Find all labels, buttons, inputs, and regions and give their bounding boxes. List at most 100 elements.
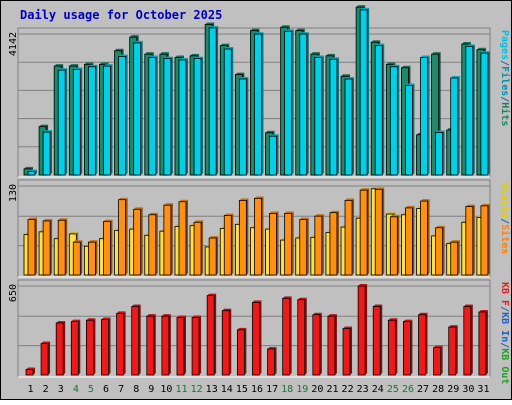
bar-visits-sites-sites-12-top	[194, 220, 204, 223]
bar-kbf-kbin-kbout-kb-f-18	[282, 296, 292, 376]
bar-pages-files-hits-files-12	[193, 56, 204, 176]
bar-kbf-kbin-kbout-kb-f-12-face	[191, 317, 200, 376]
bar-kbf-kbin-kbout-kb-f-30-side	[470, 304, 473, 375]
bar-pages-files-hits-files-26-face	[405, 85, 413, 176]
bar-pages-files-hits-files-8-top	[133, 40, 143, 43]
bar-pages-files-hits-files-3-side	[65, 68, 68, 175]
bar-visits-sites-sites-21-face	[329, 212, 338, 276]
bar-pages-files-hits-files-10-side	[170, 56, 173, 175]
bar-pages-files-hits-files-28-side	[442, 130, 445, 175]
bar-visits-sites-sites-16	[254, 196, 264, 276]
bar-pages-files-hits-files-13-face	[208, 27, 217, 176]
bar-pages-files-hits-hits-26-top	[401, 65, 411, 68]
bar-kbf-kbin-kbout-kb-f-27-side	[425, 312, 428, 375]
bar-pages-files-hits-files-19	[299, 32, 309, 176]
bar-pages-files-hits-hits-7-top	[114, 48, 124, 51]
bar-kbf-kbin-kbout-kb-f-21	[327, 314, 337, 376]
bar-visits-sites-sites-25-side	[397, 214, 400, 275]
bar-kbf-kbin-kbout-kb-f-22-face	[342, 328, 351, 376]
bar-kbf-kbin-kbout-kb-f-28-top	[433, 345, 443, 348]
bar-pages-files-hits-files-13-top	[209, 25, 219, 28]
x-axis-tick-labels: 1 2 3 4 5 6 7 8 9 10 11 12 13 14 15 16 17 18 19 20 21 22 23 24 2…	[28, 384, 490, 395]
bar-visits-sites-sites-31-top	[480, 203, 490, 206]
bar-pages-files-hits-files-18-side	[291, 29, 294, 176]
bar-pages-files-hits-files-22-top	[345, 77, 355, 80]
bar-pages-files-hits-files-9	[148, 55, 158, 176]
bar-pages-files-hits-files-7	[118, 54, 128, 176]
bar-visits-sites-sites-26	[405, 205, 415, 276]
bar-pages-files-hits-files-4	[72, 67, 83, 176]
bar-pages-files-hits-hits-5-top	[84, 62, 94, 65]
bar-visits-sites-sites-25-top	[390, 214, 400, 217]
y-axis-max-label: 4142	[8, 32, 19, 56]
bar-kbf-kbin-kbout-kb-f-1-top	[26, 367, 35, 370]
bar-pages-files-hits-files-12-side	[201, 56, 204, 175]
bar-kbf-kbin-kbout-kb-f-7-face	[116, 312, 124, 376]
bar-pages-files-hits-files-1-side	[35, 169, 37, 175]
bar-kbf-kbin-kbout-kb-f-31-side	[485, 310, 488, 375]
bar-kbf-kbin-kbout-kb-f-18-top	[282, 296, 292, 299]
bar-pages-files-hits-files-29	[450, 75, 460, 176]
bar-visits-sites-sites-30-top	[465, 204, 475, 207]
bar-pages-files-hits-files-14-top	[224, 47, 234, 50]
bar-kbf-kbin-kbout-kb-f-6-face	[101, 319, 109, 376]
bar-kbf-kbin-kbout-kb-f-22	[342, 326, 353, 376]
bar-kbf-kbin-kbout-kb-f-8	[131, 304, 141, 376]
bar-kbf-kbin-kbout-kb-f-22-top	[343, 326, 353, 329]
bar-pages-files-hits-hits-20-top	[310, 52, 320, 55]
bar-visits-sites-sites-19-top	[299, 217, 309, 220]
bar-pages-files-hits-files-24	[374, 43, 385, 176]
bar-kbf-kbin-kbout-kb-f-10-side	[168, 314, 171, 375]
bar-visits-sites-sites-30-side	[472, 204, 475, 275]
legend-entry: Pages	[499, 30, 510, 60]
bar-kbf-kbin-kbout-kb-f-8-face	[131, 306, 140, 376]
bar-pages-files-hits-files-23-top	[360, 7, 370, 10]
bar-visits-sites-sites-3	[57, 218, 68, 276]
bar-visits-sites-sites-1-side	[35, 217, 37, 275]
bar-pages-files-hits-files-26-top	[405, 83, 415, 86]
x-tick-label-21: 21	[326, 384, 338, 395]
legend-entry: KB Out	[499, 348, 510, 384]
bar-visits-sites-sites-15-top	[239, 198, 249, 201]
bar-pages-files-hits-files-6	[103, 64, 113, 176]
bar-kbf-kbin-kbout-kb-f-16-side	[259, 300, 262, 375]
bar-visits-sites-sites-20-top	[314, 214, 324, 217]
bar-visits-sites-sites-4-side	[80, 240, 83, 275]
bar-kbf-kbin-kbout-kb-f-13	[206, 293, 217, 376]
bar-pages-files-hits-files-20-side	[321, 55, 324, 176]
bar-kbf-kbin-kbout-kb-f-13-side	[214, 293, 217, 375]
bar-kbf-kbin-kbout-kb-f-29	[448, 325, 458, 376]
bar-pages-files-hits-files-22-face	[344, 78, 353, 176]
bar-pages-files-hits-files-22	[344, 77, 355, 176]
bar-visits-sites-sites-7-top	[118, 197, 128, 200]
bar-visits-sites-sites-9	[148, 212, 158, 276]
bar-pages-files-hits-hits-8-top	[129, 35, 139, 38]
bar-kbf-kbin-kbout-kb-f-25-face	[387, 319, 396, 376]
bar-visits-sites-sites-13	[208, 236, 219, 276]
bar-kbf-kbin-kbout-kb-f-3-top	[56, 320, 66, 323]
bar-visits-sites-sites-3-top	[58, 218, 68, 221]
bar-visits-sites-sites-16-face	[254, 197, 262, 276]
bar-visits-sites-sites-4-top	[73, 240, 83, 243]
bar-pages-files-hits-files-7-side	[125, 54, 128, 175]
bar-pages-files-hits-files-9-side	[155, 55, 158, 176]
x-tick-label-24: 24	[372, 384, 384, 395]
bar-kbf-kbin-kbout-kb-f-16	[252, 300, 262, 376]
bar-pages-files-hits-files-23-face	[359, 9, 368, 176]
bar-pages-files-hits-files-5	[87, 64, 98, 176]
bar-visits-sites-sites-30	[465, 204, 475, 276]
bar-visits-sites-sites-8-side	[140, 207, 143, 275]
bar-pages-files-hits-hits-21-top	[325, 53, 335, 56]
bar-kbf-kbin-kbout-kb-f-24	[372, 304, 383, 376]
bar-pages-files-hits-files-30	[465, 44, 475, 176]
bar-kbf-kbin-kbout-kb-f-4-side	[78, 319, 81, 375]
bar-pages-files-hits-files-2	[42, 130, 53, 176]
x-tick-label-23: 23	[357, 384, 369, 395]
bar-kbf-kbin-kbout-kb-f-4-top	[71, 319, 81, 322]
bar-kbf-kbin-kbout-kb-f-12-top	[192, 315, 202, 318]
bar-kbf-kbin-kbout-kb-f-5	[85, 318, 96, 376]
bar-kbf-kbin-kbout-kb-f-26-top	[403, 319, 413, 322]
bar-pages-files-hits-files-19-side	[306, 32, 309, 175]
bar-pages-files-hits-files-21-top	[329, 57, 339, 60]
